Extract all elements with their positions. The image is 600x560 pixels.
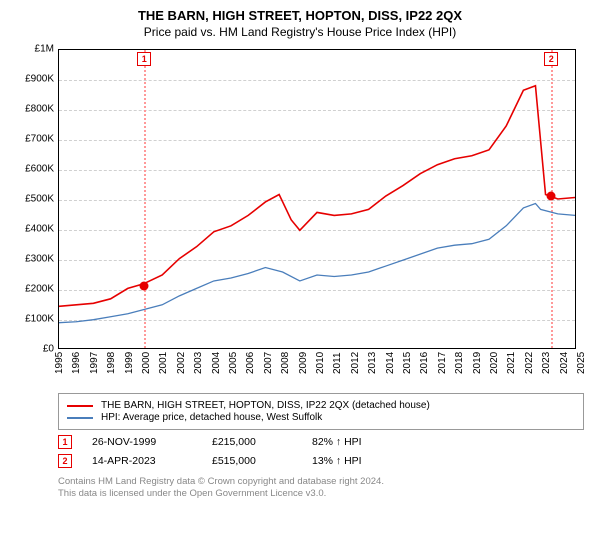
x-axis-label: 1995 (54, 352, 65, 374)
gridline (59, 200, 575, 201)
gridline (59, 290, 575, 291)
x-axis-label: 2011 (332, 352, 343, 374)
gridline (59, 140, 575, 141)
x-axis-label: 2021 (506, 352, 517, 374)
chart-area: 12 £0£100K£200K£300K£400K£500K£600K£700K… (16, 45, 584, 385)
y-axis-label: £400K (16, 224, 54, 235)
x-axis-label: 2006 (245, 352, 256, 374)
x-axis-label: 2005 (228, 352, 239, 374)
marker-badge: 2 (544, 52, 558, 66)
x-axis-label: 2010 (315, 352, 326, 374)
marker-badge: 1 (137, 52, 151, 66)
x-axis-label: 2003 (193, 352, 204, 374)
x-axis-label: 1998 (106, 352, 117, 374)
event-date: 14-APR-2023 (92, 455, 192, 467)
event-badge: 1 (58, 435, 72, 449)
x-axis-label: 1999 (124, 352, 135, 374)
y-axis-label: £700K (16, 134, 54, 145)
legend-label: THE BARN, HIGH STREET, HOPTON, DISS, IP2… (101, 400, 430, 411)
chart-title: THE BARN, HIGH STREET, HOPTON, DISS, IP2… (14, 8, 586, 23)
x-axis-label: 2007 (263, 352, 274, 374)
events-list: 1 26-NOV-1999 £215,000 82% ↑ HPI 2 14-APR-202… (14, 430, 586, 468)
x-axis-label: 2025 (576, 352, 587, 374)
gridline (59, 80, 575, 81)
x-axis-label: 2008 (280, 352, 291, 374)
x-axis-label: 2020 (489, 352, 500, 374)
legend-row: THE BARN, HIGH STREET, HOPTON, DISS, IP2… (67, 400, 575, 411)
chart-subtitle: Price paid vs. HM Land Registry's House … (14, 25, 586, 39)
series-path (59, 86, 575, 307)
y-axis-label: £800K (16, 104, 54, 115)
gridline (59, 260, 575, 261)
y-axis-label: £200K (16, 284, 54, 295)
marker-dot (140, 281, 149, 290)
x-axis-label: 2023 (541, 352, 552, 374)
event-date: 26-NOV-1999 (92, 436, 192, 448)
gridline (59, 230, 575, 231)
x-axis-label: 2009 (298, 352, 309, 374)
y-axis-label: £0 (16, 344, 54, 355)
series-path (59, 203, 575, 322)
gridline (59, 170, 575, 171)
gridline (59, 110, 575, 111)
x-axis-label: 2004 (211, 352, 222, 374)
x-axis-label: 2019 (472, 352, 483, 374)
x-axis-label: 2012 (350, 352, 361, 374)
legend-label: HPI: Average price, detached house, West… (101, 412, 322, 423)
x-axis-label: 1996 (71, 352, 82, 374)
plot-area: 12 (58, 49, 576, 349)
footer-attribution: Contains HM Land Registry data © Crown c… (58, 476, 584, 500)
footer-line2: This data is licensed under the Open Gov… (58, 488, 584, 500)
y-axis-label: £900K (16, 74, 54, 85)
x-axis-label: 2014 (385, 352, 396, 374)
series-svg (59, 50, 575, 348)
marker-line (144, 50, 146, 348)
gridline (59, 320, 575, 321)
event-price: £515,000 (212, 455, 292, 467)
x-axis-label: 2022 (524, 352, 535, 374)
chart-container: THE BARN, HIGH STREET, HOPTON, DISS, IP2… (0, 0, 600, 560)
event-price: £215,000 (212, 436, 292, 448)
legend-swatch (67, 417, 93, 419)
event-hpi: 82% ↑ HPI (312, 436, 362, 448)
y-axis-label: £1M (16, 44, 54, 55)
x-axis-label: 1997 (89, 352, 100, 374)
marker-dot (547, 191, 556, 200)
x-axis-label: 2013 (367, 352, 378, 374)
x-axis-label: 2018 (454, 352, 465, 374)
event-badge: 2 (58, 454, 72, 468)
y-axis-label: £100K (16, 314, 54, 325)
x-axis-label: 2015 (402, 352, 413, 374)
legend-row: HPI: Average price, detached house, West… (67, 412, 575, 423)
x-axis-label: 2002 (176, 352, 187, 374)
event-row: 2 14-APR-2023 £515,000 13% ↑ HPI (58, 454, 584, 468)
footer-line1: Contains HM Land Registry data © Crown c… (58, 476, 584, 488)
legend: THE BARN, HIGH STREET, HOPTON, DISS, IP2… (58, 393, 584, 430)
event-row: 1 26-NOV-1999 £215,000 82% ↑ HPI (58, 435, 584, 449)
x-axis-label: 2001 (158, 352, 169, 374)
y-axis-label: £300K (16, 254, 54, 265)
legend-swatch (67, 405, 93, 407)
event-hpi: 13% ↑ HPI (312, 455, 362, 467)
x-axis-label: 2017 (437, 352, 448, 374)
x-axis-label: 2000 (141, 352, 152, 374)
y-axis-label: £600K (16, 164, 54, 175)
y-axis-label: £500K (16, 194, 54, 205)
x-axis-label: 2016 (419, 352, 430, 374)
x-axis-label: 2024 (559, 352, 570, 374)
